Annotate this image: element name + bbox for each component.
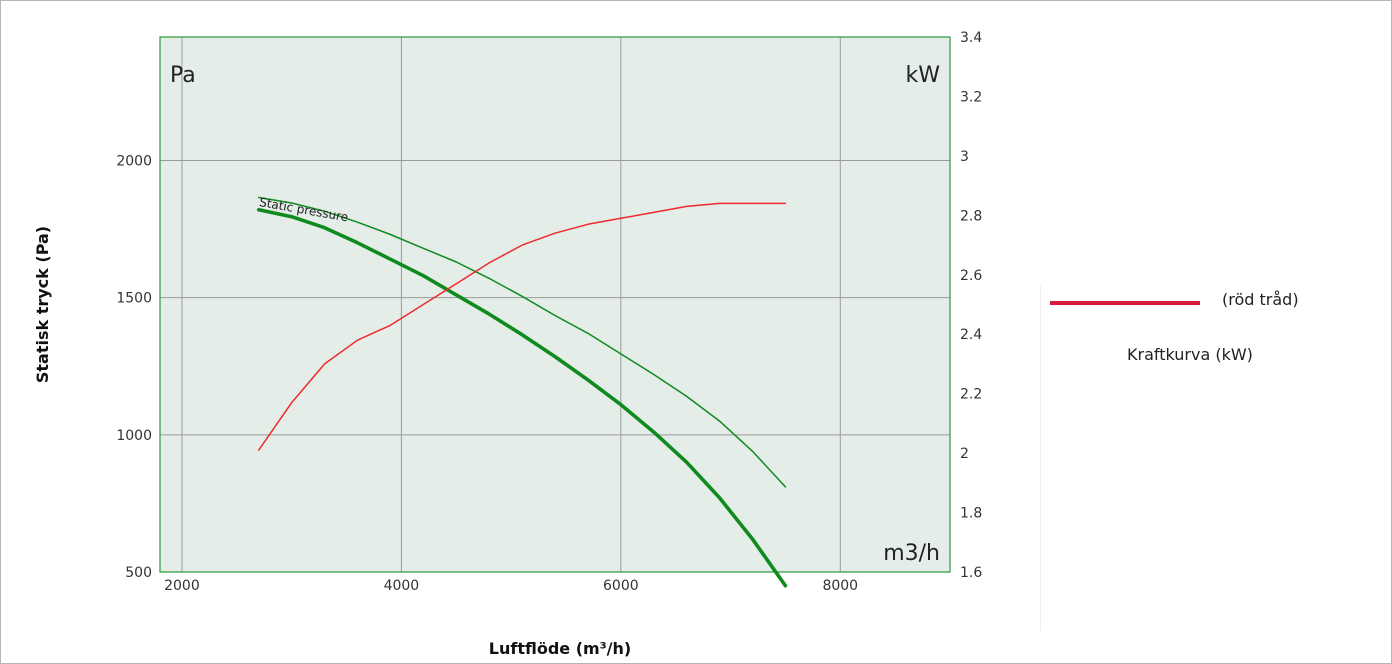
- grid-lines: [160, 37, 950, 572]
- x-tick-label: 6000: [603, 578, 639, 594]
- legend: [1040, 286, 1341, 631]
- legend-swatch-red: [1050, 301, 1200, 305]
- x-unit-label: m3/h: [883, 541, 940, 566]
- y-left-tick-label: 2000: [116, 153, 152, 169]
- y-right-tick-label: 2.6: [960, 268, 982, 284]
- y-right-tick-label: 2.4: [960, 327, 982, 343]
- y-right-tick-label: 3: [960, 149, 969, 165]
- y-right-tick-label: 3.4: [960, 30, 982, 46]
- legend-description: Kraftkurva (kW): [1127, 345, 1253, 364]
- y-left-tick-label: 500: [125, 565, 152, 581]
- plot-border: [159, 36, 951, 573]
- series-group: [256, 196, 788, 588]
- y-right-tick-label: 1.8: [960, 506, 982, 522]
- left-unit-label: Pa: [170, 63, 196, 88]
- right-unit-label: kW: [906, 63, 941, 88]
- y-right-tick-label: 2.8: [960, 208, 982, 224]
- y-axis-title: Statisk tryck (Pa): [33, 226, 52, 383]
- y-right-tick-label: 3.2: [960, 89, 982, 105]
- y-right-tick-label: 2.2: [960, 387, 982, 403]
- legend-swatch-label: (röd tråd): [1222, 290, 1299, 309]
- series-line-1: [258, 196, 787, 488]
- axis-ticks: 500 1000 1500 2000 2000 4000 6000 8000 1.6 1.8 2 2.…: [116, 30, 982, 594]
- x-tick-label: 2000: [164, 578, 200, 594]
- plot-area: [160, 37, 950, 572]
- x-tick-label: 4000: [384, 578, 420, 594]
- y-right-tick-label: 1.6: [960, 565, 982, 581]
- series-line-2: [258, 202, 787, 451]
- y-left-tick-label: 1000: [116, 428, 152, 444]
- y-right-tick-label: 2: [960, 446, 969, 462]
- x-tick-label: 8000: [822, 578, 858, 594]
- x-axis-title: Luftflöde (m³/h): [489, 639, 631, 658]
- y-left-tick-label: 1500: [116, 291, 152, 307]
- series-line-0: [256, 208, 788, 588]
